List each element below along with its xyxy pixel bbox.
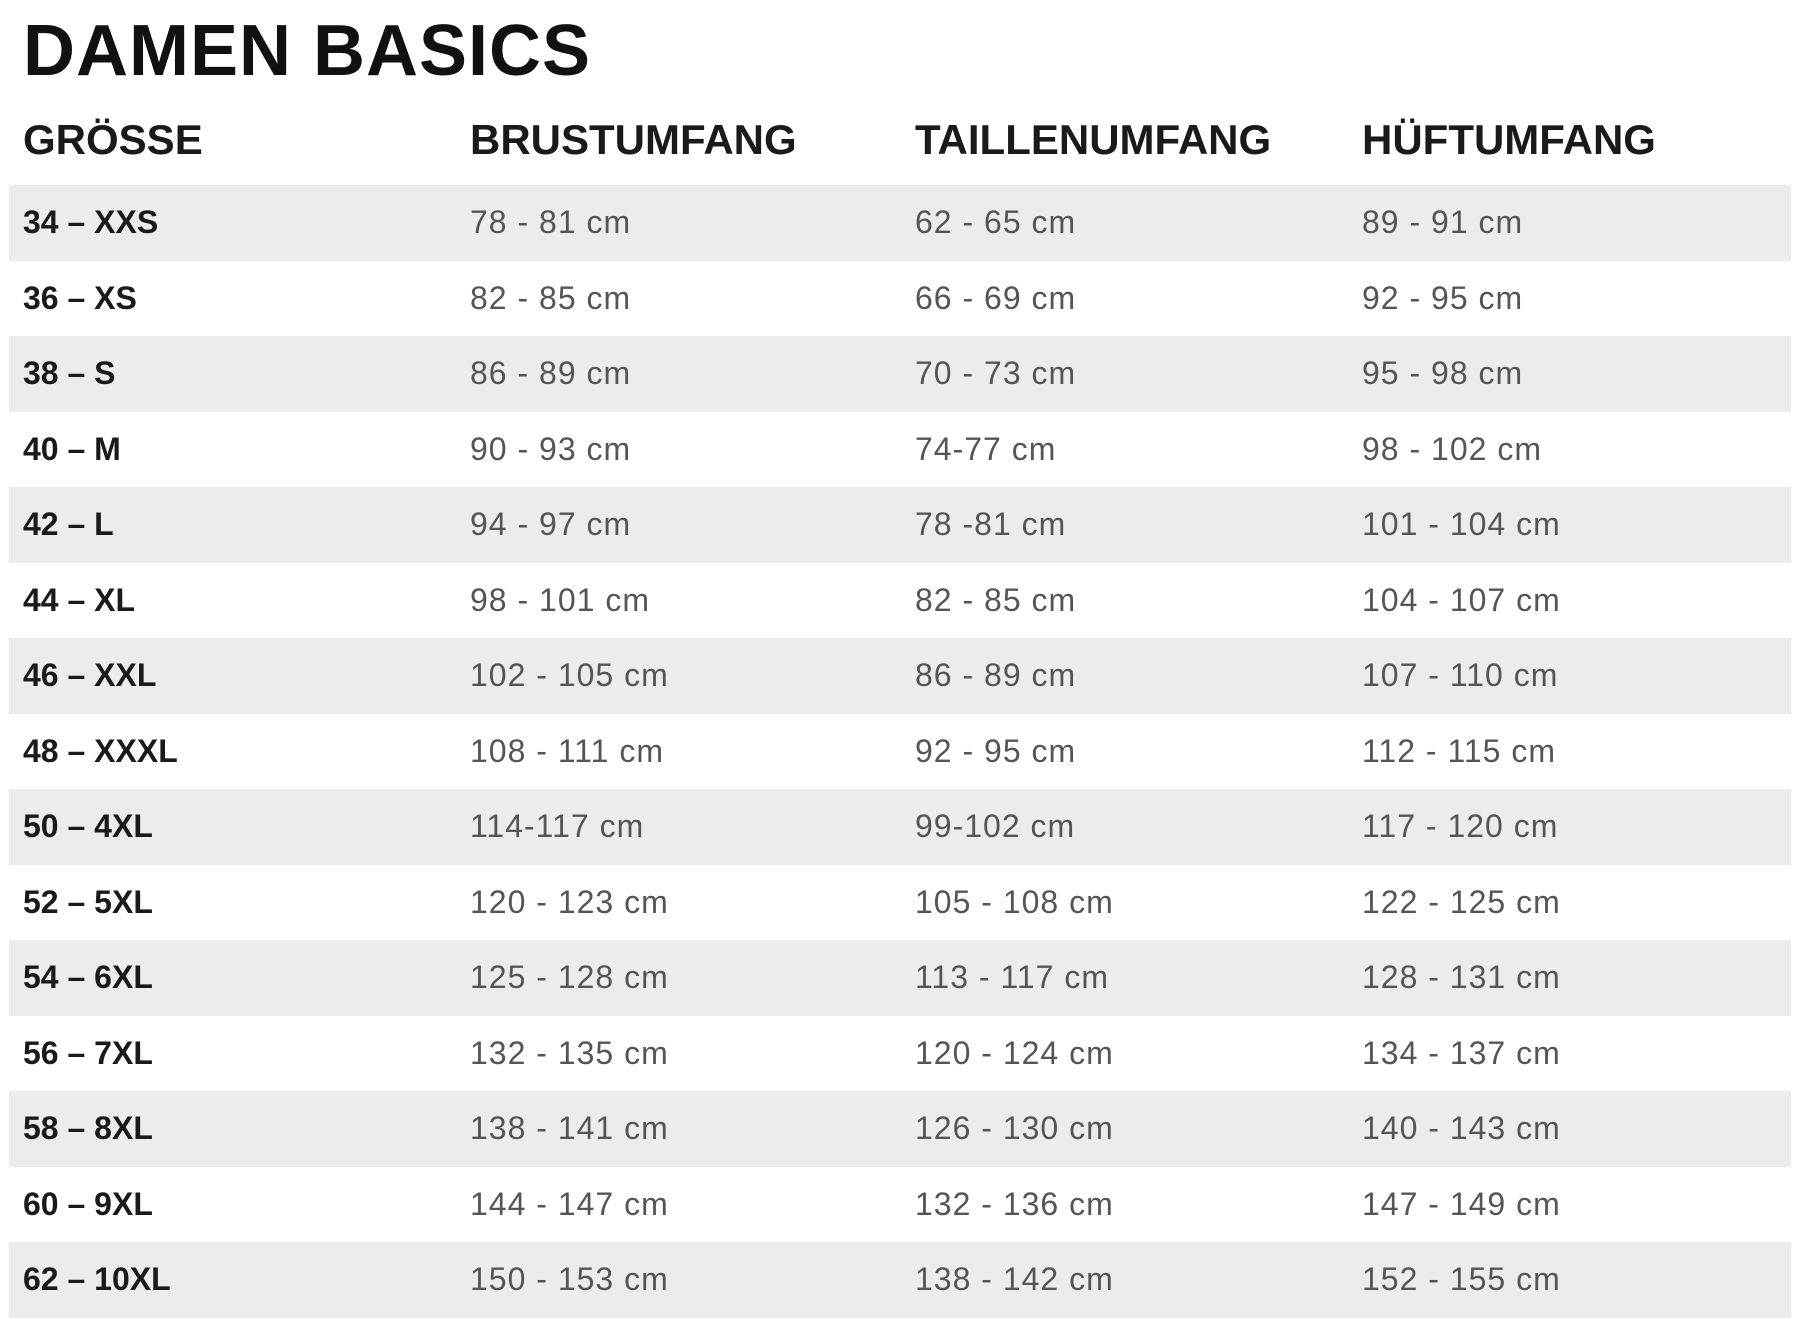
table-cell: 46 – XXL (23, 657, 157, 694)
table-cell: 104 - 107 cm (1362, 581, 1561, 618)
table-cell: 82 - 85 cm (470, 279, 632, 316)
table-row: 44 – XL 98 - 101 cm 82 - 85 cm 104 - 107 cm (9, 563, 1791, 639)
table-row: 50 – 4XL 114-117 cm 99-102 cm 117 - 120 cm (9, 789, 1791, 865)
column-header: GRÖSSE (23, 115, 203, 163)
table-row: 42 – L 94 - 97 cm 78 -81 cm 101 - 104 cm (9, 487, 1791, 563)
title: DAMEN BASICS (23, 11, 592, 91)
table-cell: 132 - 135 cm (470, 1034, 669, 1071)
column-header: TAILLENUMFANG (915, 115, 1272, 163)
table-cell: 95 - 98 cm (1362, 355, 1524, 392)
table-cell: 101 - 104 cm (1362, 506, 1561, 543)
table-cell: 122 - 125 cm (1362, 883, 1561, 920)
table-cell: 38 – S (23, 355, 116, 392)
table-cell: 107 - 110 cm (1362, 657, 1559, 694)
table-cell: 140 - 143 cm (1362, 1110, 1561, 1147)
table-cell: 44 – XL (23, 581, 136, 618)
table-cell: 132 - 136 cm (915, 1185, 1114, 1222)
table-cell: 108 - 111 cm (470, 732, 665, 769)
table-cell: 54 – 6XL (23, 959, 153, 996)
table-cell: 147 - 149 cm (1362, 1185, 1561, 1222)
table-row: 46 – XXL 102 - 105 cm 86 - 89 cm 107 - 110 … (9, 638, 1791, 714)
table-cell: 120 - 124 cm (915, 1034, 1114, 1071)
table-row: 56 – 7XL 132 - 135 cm 120 - 124 cm 134 - 13… (9, 1016, 1791, 1092)
table-cell: 62 – 10XL (23, 1261, 171, 1298)
table-cell: 94 - 97 cm (470, 506, 632, 543)
table-cell: 117 - 120 cm (1362, 808, 1559, 845)
table-cell: 126 - 130 cm (915, 1110, 1114, 1147)
table-cell: 62 - 65 cm (915, 204, 1077, 241)
table-cell: 138 - 142 cm (915, 1261, 1114, 1298)
table-row: 60 – 9XL 144 - 147 cm 132 - 136 cm 147 - 14… (9, 1167, 1791, 1243)
table-cell: 113 - 117 cm (915, 959, 1110, 996)
table-cell: 114-117 cm (470, 808, 645, 845)
table-row: 36 – XS 82 - 85 cm 66 - 69 cm 92 - 95 cm (9, 261, 1791, 337)
table-cell: 60 – 9XL (23, 1185, 153, 1222)
table-cell: 58 – 8XL (23, 1110, 153, 1147)
table-cell: 98 - 102 cm (1362, 430, 1542, 467)
table-cell: 34 – XXS (23, 204, 159, 241)
table-cell: 70 - 73 cm (915, 355, 1077, 392)
table-cell: 52 – 5XL (23, 883, 153, 920)
column-header: HÜFTUMFANG (1362, 115, 1656, 163)
table-cell: 92 - 95 cm (915, 732, 1077, 769)
table-row: 52 – 5XL 120 - 123 cm 105 - 108 cm 122 - 12… (9, 865, 1791, 941)
table-cell: 102 - 105 cm (470, 657, 669, 694)
table-cell: 74-77 cm (915, 430, 1057, 467)
table-cell: 86 - 89 cm (915, 657, 1077, 694)
table-cell: 120 - 123 cm (470, 883, 669, 920)
table-cell: 89 - 91 cm (1362, 204, 1524, 241)
table-cell: 150 - 153 cm (470, 1261, 669, 1298)
table-cell: 98 - 101 cm (470, 581, 650, 618)
table-cell: 78 -81 cm (915, 506, 1067, 543)
table-cell: 36 – XS (23, 279, 137, 316)
table-cell: 48 – XXXL (23, 732, 178, 769)
table-cell: 42 – L (23, 506, 114, 543)
table-cell: 56 – 7XL (23, 1034, 153, 1071)
table-cell: 125 - 128 cm (470, 959, 669, 996)
table-cell: 40 – M (23, 430, 121, 467)
table-cell: 144 - 147 cm (470, 1185, 669, 1222)
header-row: GRÖSSE BRUSTUMFANG TAILLENUMFANG HÜFTUMFANG (9, 102, 1791, 178)
table-cell: 86 - 89 cm (470, 355, 632, 392)
table-cell: 50 – 4XL (23, 808, 153, 845)
table-cell: 138 - 141 cm (470, 1110, 669, 1147)
table-row: 48 – XXXL 108 - 111 cm 92 - 95 cm 112 - 115… (9, 714, 1791, 790)
table-cell: 105 - 108 cm (915, 883, 1114, 920)
table-row: 54 – 6XL 125 - 128 cm 113 - 117 cm 128 - 13… (9, 940, 1791, 1016)
table-cell: 112 - 115 cm (1362, 732, 1557, 769)
table-cell: 99-102 cm (915, 808, 1076, 845)
column-header: BRUSTUMFANG (470, 115, 797, 163)
table-row: 40 – M 90 - 93 cm 74-77 cm 98 - 102 cm (9, 412, 1791, 488)
table-row: 34 – XXS 78 - 81 cm 62 - 65 cm 89 - 91 cm (9, 185, 1791, 261)
table-cell: 134 - 137 cm (1362, 1034, 1561, 1071)
table-cell: 66 - 69 cm (915, 279, 1077, 316)
table-row: 38 – S 86 - 89 cm 70 - 73 cm 95 - 98 cm (9, 336, 1791, 412)
table-row: 58 – 8XL 138 - 141 cm 126 - 130 cm 140 - 14… (9, 1091, 1791, 1167)
table-cell: 82 - 85 cm (915, 581, 1077, 618)
table-cell: 90 - 93 cm (470, 430, 632, 467)
table-row: 62 – 10XL 150 - 153 cm 138 - 142 cm 152 - 1… (9, 1242, 1791, 1318)
table-cell: 152 - 155 cm (1362, 1261, 1561, 1298)
table-cell: 92 - 95 cm (1362, 279, 1524, 316)
table-cell: 128 - 131 cm (1362, 959, 1561, 996)
table-cell: 78 - 81 cm (470, 204, 632, 241)
